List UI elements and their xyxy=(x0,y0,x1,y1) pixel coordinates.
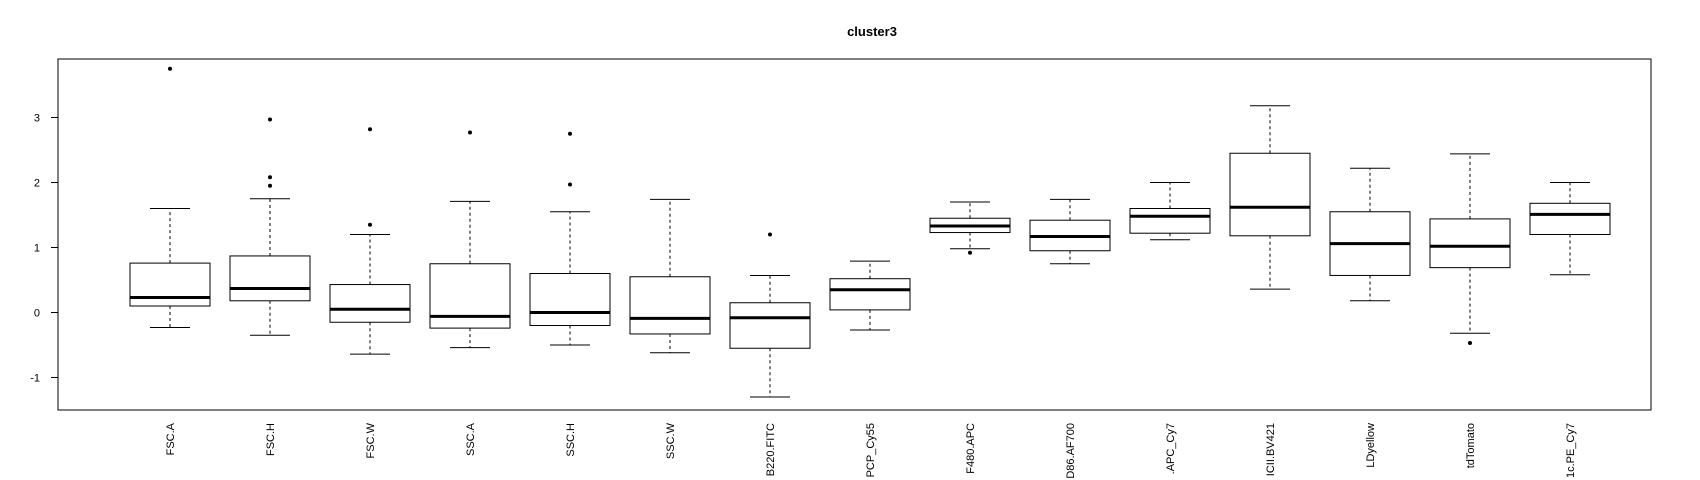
plot-frame xyxy=(57,58,1652,411)
box-iqr xyxy=(429,263,511,329)
box-iqr xyxy=(729,302,811,349)
x-tick-label: ICII.BV421 xyxy=(1265,423,1277,476)
box-.APC_Cy7 xyxy=(1129,182,1211,241)
box-PCP_Cy55 xyxy=(829,260,911,331)
x-tick-label: B220.FITC xyxy=(765,423,777,476)
x-tick-label: FSC.H xyxy=(265,423,277,456)
outlier-point xyxy=(368,127,372,132)
boxes-group xyxy=(129,66,1611,398)
outlier-point xyxy=(1468,341,1472,346)
x-tick-label: LDyellow xyxy=(1365,423,1377,468)
x-tick-label: SSC.W xyxy=(665,422,677,459)
box-iqr xyxy=(629,276,711,335)
box-iqr xyxy=(229,255,311,302)
y-tick-label: 1 xyxy=(34,243,40,255)
box-F480.APC xyxy=(929,201,1011,255)
box-iqr xyxy=(129,262,211,307)
box-iqr xyxy=(829,278,911,311)
x-tick-label: F480.APC xyxy=(965,423,977,474)
box-iqr xyxy=(1129,208,1211,234)
box-iqr xyxy=(1229,152,1311,237)
y-axis: -1 0 1 2 3 xyxy=(30,113,59,385)
box-tdTomato xyxy=(1429,153,1511,346)
outlier-point xyxy=(568,131,572,136)
box-SSC.H xyxy=(529,131,611,346)
box-LDyellow xyxy=(1329,167,1411,302)
box-ICII.BV421 xyxy=(1229,105,1311,290)
y-tick-label: -1 xyxy=(30,373,40,385)
outlier-point xyxy=(368,222,372,227)
y-tick-label: 2 xyxy=(34,178,40,190)
chart-title: cluster3 xyxy=(847,24,897,39)
box-iqr xyxy=(529,273,611,326)
box-D86.AF700 xyxy=(1029,198,1111,265)
x-tick-label: .APC_Cy7 xyxy=(1165,423,1177,474)
outlier-point xyxy=(768,232,772,237)
x-tick-label: FSC.A xyxy=(165,422,177,455)
box-iqr xyxy=(329,284,411,323)
outlier-point xyxy=(268,117,272,122)
x-tick-label: PCP_Cy55 xyxy=(865,423,877,477)
box-1c.PE_Cy7 xyxy=(1529,182,1611,276)
outlier-point xyxy=(468,130,472,135)
box-B220.FITC xyxy=(729,232,811,398)
x-tick-label: SSC.H xyxy=(565,423,577,457)
box-iqr xyxy=(1529,202,1611,236)
box-SSC.A xyxy=(429,130,511,349)
outlier-point xyxy=(968,250,972,255)
box-FSC.W xyxy=(329,127,411,355)
x-tick-label: 1c.PE_Cy7 xyxy=(1565,423,1577,478)
box-iqr xyxy=(1429,218,1511,269)
x-tick-label: tdTomato xyxy=(1465,423,1477,468)
outlier-point xyxy=(268,183,272,188)
box-FSC.H xyxy=(229,117,311,336)
x-axis-labels: FSC.A FSC.H FSC.W SSC.A SSC.H SSC.W B220.FITC P… xyxy=(165,422,1577,478)
y-tick-label: 0 xyxy=(34,308,40,320)
x-tick-label: FSC.W xyxy=(365,422,377,458)
outlier-point xyxy=(268,175,272,180)
outlier-point xyxy=(568,182,572,187)
box-FSC.A xyxy=(129,66,211,328)
box-SSC.W xyxy=(629,198,711,354)
y-tick-label: 3 xyxy=(34,113,40,125)
outlier-point xyxy=(168,66,172,71)
x-tick-label: D86.AF700 xyxy=(1065,423,1077,479)
x-tick-label: SSC.A xyxy=(465,422,477,456)
